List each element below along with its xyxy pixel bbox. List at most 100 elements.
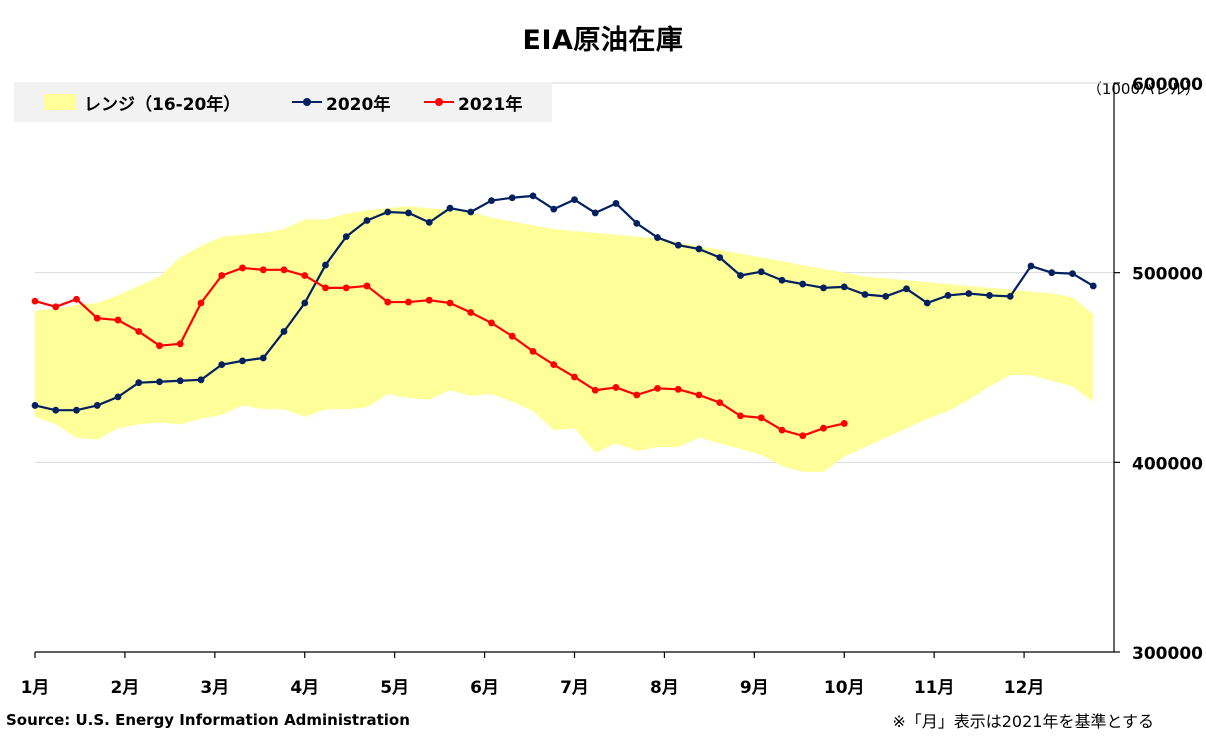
series-2020-point	[695, 245, 703, 253]
x-tick-label-11: 12月	[1004, 678, 1045, 698]
series-2021-point	[280, 266, 288, 274]
series-2021	[31, 264, 848, 440]
x-tick-label-5: 6月	[470, 678, 499, 698]
series-2020-point	[425, 219, 433, 226]
series-2020-point	[135, 379, 143, 387]
series-2021-point	[31, 297, 39, 305]
legend-2021-label: 2021年	[458, 94, 523, 115]
range-band-area	[35, 206, 1094, 472]
source-note: Source: U.S. Energy Information Administ…	[6, 711, 410, 729]
series-2020-point	[882, 292, 890, 300]
series-2021-point	[695, 391, 703, 399]
series-2020-point	[342, 233, 350, 241]
series-2021-point	[301, 272, 309, 279]
series-2020-point	[114, 393, 122, 401]
series-2020-point	[73, 406, 80, 414]
series-2021-point	[612, 384, 620, 391]
y-tick-label-3: 600000	[1132, 75, 1203, 95]
y-tick-label-1: 400000	[1132, 454, 1203, 474]
series-2021-point	[218, 272, 226, 279]
series-2020-point	[384, 208, 392, 216]
x-tick-label-0: 1月	[21, 678, 50, 698]
axes	[34, 82, 1120, 658]
series-2020-point	[612, 200, 620, 207]
series-2020-point	[52, 406, 60, 414]
series-2021-line	[34, 266, 845, 437]
series-2020-point	[363, 217, 371, 224]
series-2021-point	[757, 414, 765, 422]
series-2020-point	[156, 378, 163, 386]
series-2020-point	[861, 291, 869, 298]
series-2020-point	[1006, 292, 1014, 300]
series-2021-point	[778, 426, 786, 434]
y-tick-label-2: 500000	[1132, 265, 1203, 285]
series-2020-point	[446, 204, 454, 212]
series-2020-point	[197, 376, 205, 384]
footnote: ※「月」表示は2021年を基準とする	[892, 712, 1154, 731]
series-2020-point	[1027, 262, 1035, 270]
y-axis-unit-label: （1000バレル）	[1086, 80, 1200, 98]
range-band	[35, 206, 1094, 472]
series-2020-point	[757, 268, 765, 276]
series-2021-point	[114, 316, 122, 324]
y-tick-labels: 300000 400000 500000 600000	[1132, 75, 1203, 664]
series-2021-point	[550, 361, 558, 369]
series-2020-point	[840, 283, 848, 291]
x-tick-label-8: 9月	[740, 678, 769, 698]
legend-item-2020: 2020年	[292, 82, 390, 122]
x-tick-label-7: 8月	[650, 678, 679, 698]
legend-item-range: レンジ（16-20年）	[44, 82, 240, 122]
series-2020-point	[737, 272, 744, 279]
series-2020-point	[591, 209, 599, 217]
series-2021-point	[363, 282, 371, 290]
legend-range-swatch	[44, 94, 76, 110]
series-2021-point	[508, 332, 516, 340]
series-2021-point	[342, 284, 350, 292]
legend-2020-marker	[292, 94, 322, 110]
x-tick-label-6: 7月	[560, 678, 589, 698]
series-2020-point	[716, 254, 724, 261]
series-2020-point	[322, 261, 329, 269]
x-tick-label-9: 10月	[824, 678, 865, 698]
series-2020-point	[467, 208, 475, 216]
legend-item-2021: 2021年	[424, 82, 522, 122]
series-2020-point	[965, 290, 973, 297]
series-2020-point	[820, 284, 827, 292]
series-2020-point	[218, 361, 226, 369]
series-2020-point	[176, 377, 184, 385]
series-2020-point	[986, 292, 993, 299]
series-2020-point	[633, 219, 641, 227]
series-2020-point	[529, 192, 537, 200]
series-2020-line	[34, 194, 1094, 412]
series-2020-point	[508, 194, 516, 202]
series-2021-point	[73, 295, 80, 303]
series-2020-point	[903, 285, 910, 293]
series-2021-point	[591, 386, 599, 394]
series-2020-point	[280, 328, 288, 335]
series-2020-point	[31, 402, 39, 409]
series-2020-point	[674, 241, 682, 249]
x-tick-label-2: 3月	[200, 678, 229, 698]
series-2020-point	[488, 197, 495, 204]
series-2021-point	[467, 309, 475, 316]
series-2020-point	[654, 234, 661, 241]
series-2020-point	[923, 299, 931, 307]
series-2020-point	[405, 209, 412, 217]
series-2021-point	[820, 424, 827, 432]
series-2021-point	[840, 420, 848, 427]
series-2021-point	[405, 298, 412, 306]
legend-2021-marker	[424, 94, 454, 110]
series-2020-point	[301, 299, 309, 307]
series-2021-point	[239, 264, 246, 272]
series-2021-point	[197, 299, 205, 307]
series-2020-point	[93, 402, 101, 409]
series-2021-point	[488, 319, 495, 327]
series-2020-point	[259, 354, 267, 362]
x-tick-label-4: 5月	[380, 678, 409, 698]
series-2020-point	[944, 292, 952, 299]
series-2021-point	[322, 284, 329, 292]
series-2021-point	[571, 373, 578, 381]
y-tick-label-0: 300000	[1132, 644, 1203, 664]
x-tick-labels: 1月 2月 3月 4月 5月 6月 7月 8月 9月 10月 11月 12月	[21, 678, 1045, 698]
